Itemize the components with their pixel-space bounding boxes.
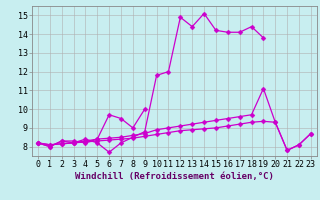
- X-axis label: Windchill (Refroidissement éolien,°C): Windchill (Refroidissement éolien,°C): [75, 172, 274, 181]
